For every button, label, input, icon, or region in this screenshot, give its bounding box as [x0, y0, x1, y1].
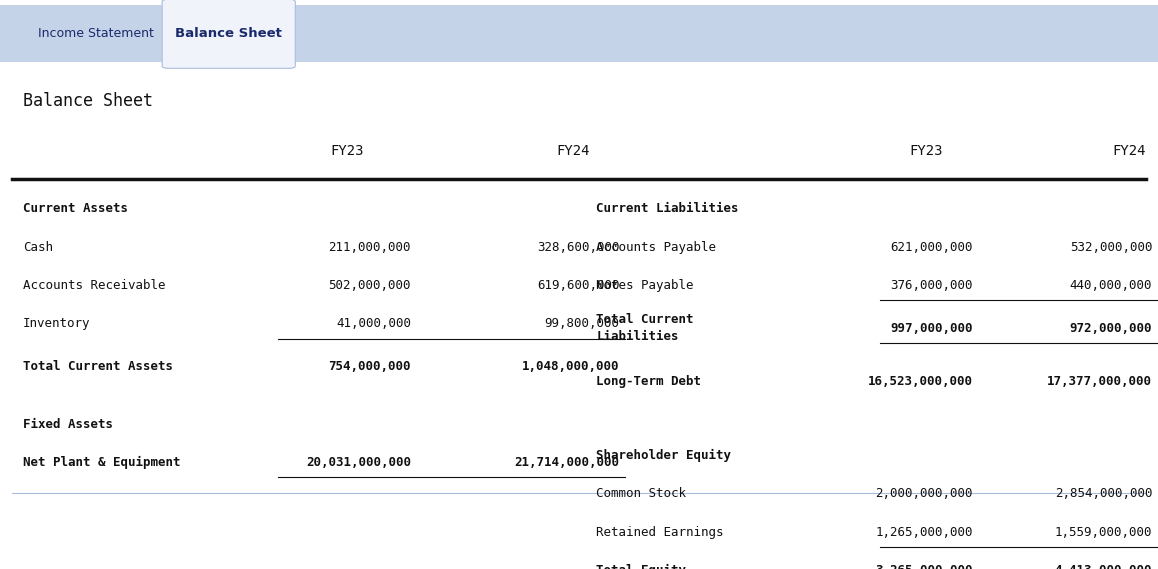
- Text: Cash: Cash: [23, 241, 53, 254]
- Text: Shareholder Equity: Shareholder Equity: [596, 449, 732, 462]
- Text: 502,000,000: 502,000,000: [329, 279, 411, 292]
- Text: FY24: FY24: [557, 143, 589, 158]
- Text: 21,714,000,000: 21,714,000,000: [514, 456, 620, 469]
- Text: Long-Term Debt: Long-Term Debt: [596, 375, 702, 388]
- Text: Common Stock: Common Stock: [596, 487, 687, 500]
- Text: 1,559,000,000: 1,559,000,000: [1055, 526, 1152, 539]
- Text: 328,600,000: 328,600,000: [537, 241, 620, 254]
- Text: 997,000,000: 997,000,000: [891, 321, 973, 335]
- Text: 754,000,000: 754,000,000: [329, 360, 411, 373]
- Text: Total Current Assets: Total Current Assets: [23, 360, 174, 373]
- Text: 376,000,000: 376,000,000: [891, 279, 973, 292]
- Text: 440,000,000: 440,000,000: [1070, 279, 1152, 292]
- Text: 972,000,000: 972,000,000: [1070, 321, 1152, 335]
- Text: 17,377,000,000: 17,377,000,000: [1047, 375, 1152, 388]
- Bar: [0, 5, 1158, 62]
- Text: Current Assets: Current Assets: [23, 202, 129, 215]
- Text: Income Statement: Income Statement: [37, 27, 154, 40]
- Text: 2,000,000,000: 2,000,000,000: [875, 487, 973, 500]
- Text: Net Plant & Equipment: Net Plant & Equipment: [23, 456, 181, 469]
- FancyBboxPatch shape: [162, 0, 295, 68]
- Text: Accounts Receivable: Accounts Receivable: [23, 279, 166, 292]
- Text: 99,800,000: 99,800,000: [544, 318, 620, 331]
- Text: FY24: FY24: [1113, 143, 1145, 158]
- Text: Balance Sheet: Balance Sheet: [175, 27, 283, 40]
- Text: 20,031,000,000: 20,031,000,000: [306, 456, 411, 469]
- Text: Retained Earnings: Retained Earnings: [596, 526, 724, 539]
- Text: 1,048,000,000: 1,048,000,000: [522, 360, 620, 373]
- Text: Total Current: Total Current: [596, 314, 694, 327]
- Text: 621,000,000: 621,000,000: [891, 241, 973, 254]
- Text: 211,000,000: 211,000,000: [329, 241, 411, 254]
- Text: Balance Sheet: Balance Sheet: [23, 92, 153, 110]
- Text: 3,265,000,000: 3,265,000,000: [875, 564, 973, 569]
- Text: Liabilities: Liabilities: [596, 330, 679, 343]
- Text: Fixed Assets: Fixed Assets: [23, 418, 113, 431]
- Text: Current Liabilities: Current Liabilities: [596, 202, 739, 215]
- Text: 619,600,000: 619,600,000: [537, 279, 620, 292]
- Text: 4,413,000,000: 4,413,000,000: [1055, 564, 1152, 569]
- FancyBboxPatch shape: [23, 7, 168, 60]
- Text: Notes Payable: Notes Payable: [596, 279, 694, 292]
- Text: 16,523,000,000: 16,523,000,000: [867, 375, 973, 388]
- Text: 1,265,000,000: 1,265,000,000: [875, 526, 973, 539]
- Text: 532,000,000: 532,000,000: [1070, 241, 1152, 254]
- Text: FY23: FY23: [910, 143, 943, 158]
- Text: 41,000,000: 41,000,000: [336, 318, 411, 331]
- Text: Total Equity: Total Equity: [596, 564, 687, 569]
- Text: Accounts Payable: Accounts Payable: [596, 241, 717, 254]
- Text: FY23: FY23: [331, 143, 364, 158]
- Text: Inventory: Inventory: [23, 318, 90, 331]
- Text: 2,854,000,000: 2,854,000,000: [1055, 487, 1152, 500]
